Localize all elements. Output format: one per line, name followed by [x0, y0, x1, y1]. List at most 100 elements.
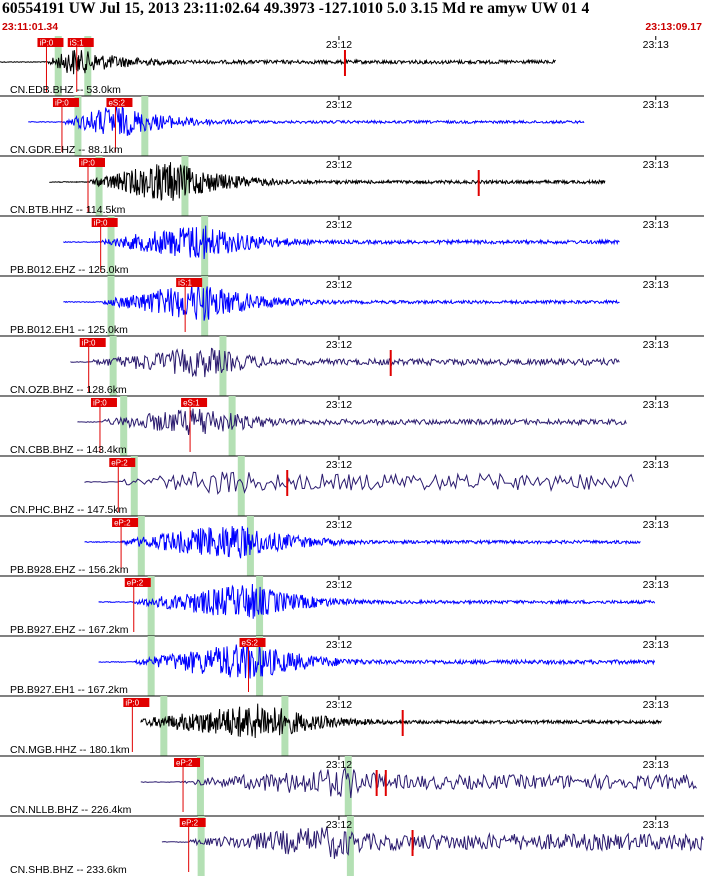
trace-panel: eP:2 23:12 23:13 PB.B927.EHZ -- 167.2km	[0, 576, 704, 637]
trace-panel: eS:2 23:12 23:13 PB.B927.EH1 -- 167.2km	[0, 636, 704, 697]
waveform-line	[84, 471, 634, 495]
pick-box	[91, 218, 118, 227]
pick-label: iP:0	[125, 699, 139, 708]
analysis-window	[147, 636, 155, 696]
trace-panel: iP:0 23:12 23:13 CN.BTB.HHZ -- 114.5km	[0, 156, 704, 217]
pick-label: eP:2	[176, 759, 193, 768]
analysis-window	[147, 576, 155, 636]
analysis-window	[160, 696, 168, 756]
waveform-line	[77, 408, 627, 435]
station-label: PB.B928.EHZ -- 156.2km	[10, 564, 129, 576]
time-label: 23:12	[326, 819, 352, 831]
pick-label: eS:2	[108, 99, 125, 108]
time-label: 23:13	[643, 459, 669, 471]
analysis-window	[237, 456, 245, 516]
time-label: 23:13	[643, 99, 669, 111]
waveform-line	[70, 347, 620, 378]
time-label: 23:13	[643, 339, 669, 351]
pick-box	[67, 38, 94, 47]
seismogram-plot: iP:0 iS:1 23:12 23:13 CN.EDB.BHZ -- 53.0km iP…	[0, 36, 704, 878]
time-label: 23:12	[326, 579, 352, 591]
pick-label: iS:1	[178, 279, 192, 288]
pick-label: iP:0	[55, 99, 69, 108]
trace-panel: iP:0 23:12 23:13 CN.MGB.HHZ -- 180.1km	[0, 696, 704, 757]
time-label: 23:12	[326, 279, 352, 291]
time-label: 23:13	[643, 399, 669, 411]
analysis-window	[141, 96, 149, 156]
event-title: 60554191 UW Jul 15, 2013 23:11:02.64 49.…	[2, 0, 590, 17]
station-label: CN.BTB.HHZ -- 114.5km	[10, 204, 126, 216]
time-label: 23:12	[326, 639, 352, 651]
time-label: 23:13	[643, 639, 669, 651]
station-label: CN.NLLB.BHZ -- 226.4km	[10, 804, 132, 816]
time-label: 23:12	[326, 699, 352, 711]
time-label: 23:13	[643, 699, 669, 711]
pick-box	[37, 38, 64, 47]
station-label: PB.B012.EH1 -- 125.0km	[10, 324, 128, 336]
waveform-line	[0, 50, 556, 75]
time-label: 23:13	[643, 159, 669, 171]
waveform-line	[63, 225, 620, 260]
station-label: PB.B927.EH1 -- 167.2km	[10, 684, 128, 696]
time-label: 23:13	[643, 39, 669, 51]
analysis-window	[197, 816, 205, 876]
analysis-window	[107, 276, 115, 336]
analysis-window	[344, 756, 352, 816]
pick-box	[181, 398, 208, 407]
pick-box	[106, 98, 133, 107]
analysis-window	[346, 816, 354, 876]
time-label: 23:12	[326, 159, 352, 171]
pick-label: eS:2	[242, 639, 259, 648]
station-label: CN.OZB.BHZ -- 128.6km	[10, 384, 127, 396]
station-label: CN.CBB.BHZ -- 143.4km	[10, 444, 127, 456]
time-label: 23:12	[326, 99, 352, 111]
time-label: 23:12	[326, 519, 352, 531]
pick-box	[79, 158, 105, 167]
seismogram-chart: iP:0 iS:1 23:12 23:13 CN.EDB.BHZ -- 53.0km iP…	[0, 36, 704, 876]
pick-box	[239, 638, 266, 647]
pick-label: iP:0	[39, 39, 53, 48]
analysis-window	[74, 96, 82, 156]
station-label: CN.EDB.BHZ -- 53.0km	[10, 84, 121, 96]
waveform-line	[161, 826, 704, 859]
time-label: 23:13	[643, 759, 669, 771]
waveform-line	[98, 642, 656, 679]
time-label: 23:13	[643, 279, 669, 291]
time-label: 23:13	[643, 519, 669, 531]
end-time: 23:13:09.17	[645, 21, 702, 33]
station-label: PB.B012.EHZ -- 125.0km	[10, 264, 129, 276]
pick-label: eP:2	[111, 459, 128, 468]
pick-box	[109, 458, 136, 467]
trace-panel: iP:0 eS:1 23:12 23:13 CN.CBB.BHZ -- 143.4km	[0, 396, 704, 457]
pick-label: iP:0	[81, 159, 95, 168]
pick-label: eP:2	[127, 579, 144, 588]
waveform-line	[49, 162, 606, 201]
waveform-line	[84, 526, 641, 559]
trace-panel: iP:0 iS:1 23:12 23:13 CN.EDB.BHZ -- 53.0km	[0, 36, 704, 97]
time-label: 23:12	[326, 39, 352, 51]
pick-box	[90, 398, 117, 407]
pick-box	[123, 698, 150, 707]
waveform-line	[140, 703, 662, 739]
pick-label: iP:0	[94, 219, 108, 228]
station-label: CN.PHC.BHZ -- 147.5km	[10, 504, 128, 516]
time-label: 23:13	[643, 819, 669, 831]
time-label: 23:12	[326, 339, 352, 351]
analysis-window	[120, 396, 128, 456]
time-label: 23:12	[326, 459, 352, 471]
time-label: 23:12	[326, 759, 352, 771]
pick-label: iP:0	[93, 399, 107, 408]
pick-box	[52, 98, 79, 107]
waveform-line	[28, 105, 585, 136]
trace-panel: iP:0 23:12 23:13 PB.B012.EHZ -- 125.0km	[0, 216, 704, 277]
pick-box	[179, 818, 206, 827]
analysis-window	[256, 636, 264, 696]
trace-panel: eP:2 23:12 23:13 CN.SHB.BHZ -- 233.6km	[10, 816, 704, 876]
pick-label: iP:0	[82, 339, 96, 348]
waveform-line	[63, 284, 620, 321]
waveform-line	[140, 766, 697, 799]
waveform-line	[98, 583, 656, 619]
station-label: PB.B927.EHZ -- 167.2km	[10, 624, 129, 636]
analysis-window	[201, 276, 209, 336]
pick-label: eP:2	[114, 519, 131, 528]
